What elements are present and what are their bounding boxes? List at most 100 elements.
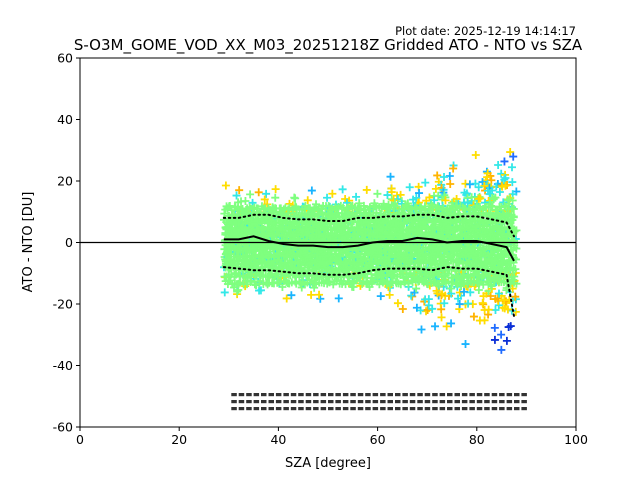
scatter-point	[307, 186, 316, 195]
scatter-point	[376, 292, 385, 301]
scatter-point	[362, 278, 371, 287]
bin-count-mark	[432, 407, 438, 411]
statistic-lines	[80, 213, 576, 318]
bin-count-mark	[268, 400, 274, 404]
bin-count-mark	[335, 407, 341, 411]
scatter-point	[271, 185, 280, 194]
scatter-point	[260, 195, 269, 204]
bin-count-mark	[491, 400, 498, 404]
bin-count-mark	[298, 407, 304, 411]
bin-count-mark	[313, 407, 319, 411]
bin-count-mark	[320, 407, 327, 411]
scatter-point	[474, 183, 483, 192]
scatter-point	[427, 200, 436, 209]
bin-count-mark	[328, 400, 334, 404]
bin-count-mark	[424, 407, 431, 411]
scatter-point	[245, 224, 254, 233]
scatter-point	[232, 191, 241, 200]
bin-count-mark	[350, 393, 356, 397]
bin-count-mark	[506, 400, 513, 404]
bin-count-mark	[283, 407, 289, 411]
scatter-point	[509, 212, 518, 221]
bin-count-mark	[261, 407, 267, 411]
scatter-point	[431, 184, 440, 193]
scatter-point	[484, 305, 493, 314]
scatter-point	[490, 335, 499, 344]
scatter-point	[362, 185, 371, 194]
scatter-point	[502, 336, 511, 345]
scatter-point	[510, 272, 519, 281]
scatter-point	[312, 200, 321, 209]
scatter-point	[449, 164, 458, 173]
x-tick-label: 80	[469, 432, 485, 447]
x-tick-label: 100	[564, 432, 588, 447]
bin-count-mark	[514, 400, 520, 404]
scatter-point	[465, 180, 474, 189]
scatter-point	[487, 201, 496, 210]
scatter-point	[458, 272, 467, 281]
y-tick-label: 0	[65, 235, 73, 250]
bin-count-mark	[372, 400, 379, 404]
bin-count-mark	[261, 393, 267, 397]
scatter-point	[315, 290, 324, 299]
scatter-point	[326, 206, 335, 215]
bin-count-mark	[454, 407, 460, 411]
bin-count-mark	[328, 407, 334, 411]
scatter-point	[355, 199, 364, 208]
scatter-point	[291, 194, 300, 203]
scatter-point	[447, 319, 456, 328]
bin-count-mark	[298, 393, 304, 397]
scatter-point	[412, 284, 421, 293]
bin-count-mark	[409, 407, 416, 411]
scatter-point	[494, 289, 503, 298]
y-tick-label: -20	[53, 297, 73, 312]
scatter-point	[486, 280, 495, 289]
bin-count-mark	[409, 393, 416, 397]
bin-count-mark	[484, 393, 490, 397]
bin-count-mark	[454, 393, 460, 397]
x-tick-label: 20	[171, 432, 187, 447]
scatter-point	[221, 181, 230, 190]
scatter-point	[509, 152, 518, 161]
scatter-point	[307, 290, 316, 299]
bin-count-mark	[432, 400, 438, 404]
scatter-point	[497, 345, 506, 354]
bin-count-mark	[246, 400, 252, 404]
bin-count-mark	[461, 400, 468, 404]
plot-date: Plot date: 2025-12-19 14:14:17	[395, 24, 576, 38]
scatter-point	[478, 299, 487, 308]
bin-count-mark	[439, 393, 446, 397]
series-lower-spread	[222, 266, 515, 318]
bin-count-mark	[476, 393, 483, 397]
scatter-point	[431, 322, 440, 331]
scatter-point	[382, 229, 391, 238]
bin-count-mark	[246, 393, 252, 397]
scatter-point	[220, 288, 229, 297]
chart-title: S-O3M_GOME_VOD_XX_M03_20251218Z Gridded …	[74, 36, 583, 55]
bin-count-mark	[409, 400, 416, 404]
bin-count-mark	[350, 407, 356, 411]
bin-count-mark	[461, 407, 468, 411]
scatter-point	[491, 306, 500, 315]
bin-count-mark	[365, 400, 371, 404]
scatter-point	[433, 171, 442, 180]
scatter-point	[440, 172, 449, 181]
scatter-point	[500, 201, 509, 210]
scatter-point	[471, 151, 480, 160]
bin-count-mark	[461, 393, 468, 397]
bin-count-mark	[313, 393, 319, 397]
bin-count-mark	[521, 407, 527, 411]
scatter-point	[298, 219, 307, 228]
bin-count-mark	[253, 393, 260, 397]
bin-count-mark	[357, 400, 364, 404]
scatter-point	[338, 185, 347, 194]
scatter-point	[246, 190, 255, 199]
scatter-point	[417, 325, 426, 334]
x-axis: 0 20 40 60 80 100	[76, 427, 588, 447]
scatter-point	[497, 330, 506, 339]
scatter-point	[248, 245, 257, 254]
x-axis-label: SZA [degree]	[285, 456, 371, 471]
scatter-point	[282, 294, 291, 303]
scatter-point	[323, 193, 332, 202]
bin-count-mark	[417, 393, 423, 397]
